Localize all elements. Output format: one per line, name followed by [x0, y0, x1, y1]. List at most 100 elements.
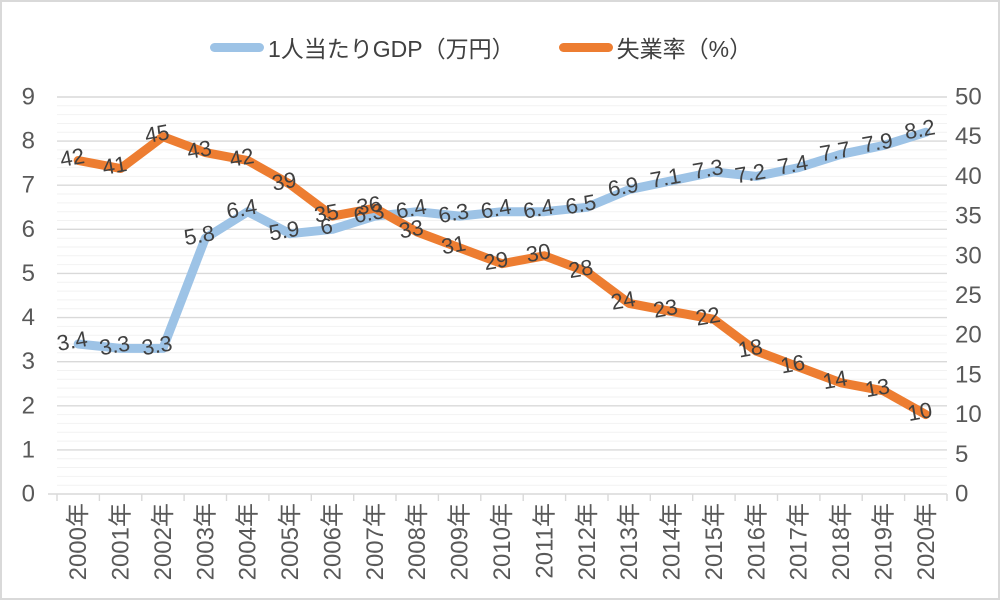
gdp-data-label: 3.3 [97, 330, 131, 360]
right-axis-tick-label: 35 [955, 203, 982, 230]
gdp-data-label: 6.4 [224, 194, 258, 224]
x-axis-tick-label: 2000年 [65, 503, 92, 580]
left-axis-tick-label: 0 [22, 481, 35, 508]
x-axis-tick-label: 2008年 [404, 503, 431, 580]
major-gridlines [57, 96, 947, 451]
left-axis-tick-label: 8 [22, 128, 35, 155]
unemployment-data-label: 14 [821, 365, 849, 394]
gdp-data-label: 7.4 [775, 150, 809, 180]
unemployment-data-label: 39 [270, 167, 298, 196]
gdp-data-label: 6 [318, 213, 334, 240]
left-axis-tick-label: 7 [22, 172, 35, 199]
gdp-data-label: 7.3 [691, 154, 725, 184]
gdp-data-label: 8.2 [903, 114, 937, 144]
x-axis-tick-label: 2014年 [659, 503, 686, 580]
right-axis-tick-label: 20 [955, 322, 982, 349]
unemployment-data-label: 24 [609, 286, 637, 315]
unemployment-data-label: 43 [185, 135, 213, 164]
unemployment-data-label: 35 [312, 199, 340, 228]
left-axis-labels: 0 1 2 3 4 5 6 7 8 9 [22, 84, 35, 508]
right-axis-tick-label: 0 [955, 481, 968, 508]
left-axis-tick-label: 1 [22, 436, 35, 463]
gdp-data-label: 3.3 [140, 330, 174, 360]
left-axis-tick-label: 2 [22, 392, 35, 419]
series-line-unemployment [73, 132, 931, 420]
unemployment-data-label: 30 [524, 238, 552, 267]
gdp-series-label: 1人当たりGDP（万円） [268, 36, 515, 62]
x-axis-tick-label: 2003年 [192, 503, 219, 580]
x-axis-tick-label: 2004年 [235, 503, 262, 580]
x-axis-tick-label: 2019年 [870, 503, 897, 580]
data-labels: 3.4 3.3 3.3 5.8 6.4 5.9 6 6.3 6.4 6.3 6.4 6.4 6.5 6.9… [55, 114, 937, 426]
gdp-data-label: 7.7 [818, 136, 852, 166]
right-axis-tick-label: 15 [955, 361, 982, 388]
x-axis-labels: 2000年 2001年 2002年 2003年 2004年 2005年 2006年 2007年… [65, 503, 940, 580]
gdp-data-label: 7.9 [860, 128, 894, 158]
x-axis-tick-label: 2011年 [531, 503, 558, 579]
unemployment-data-label: 29 [482, 246, 510, 275]
x-axis-tick-label: 2006年 [320, 503, 347, 580]
x-axis-tick-label: 2010年 [489, 503, 516, 580]
unemployment-data-label: 23 [651, 294, 679, 323]
unemployment-data-label: 36 [355, 191, 383, 220]
right-axis-tick-label: 10 [955, 401, 982, 428]
unemployment-data-label: 22 [694, 302, 722, 331]
right-axis-tick-label: 25 [955, 282, 982, 309]
x-axis-tick-label: 2017年 [786, 503, 813, 580]
legend-item-unemployment: 失業率（%） [558, 30, 752, 64]
gdp-data-label: 7.1 [648, 163, 682, 193]
x-axis [48, 493, 948, 501]
x-axis-tick-label: 2001年 [108, 503, 135, 580]
gdp-data-label: 6.4 [479, 194, 513, 224]
gdp-data-label: 6.9 [606, 172, 640, 202]
right-axis-tick-label: 5 [955, 441, 968, 468]
x-axis-tick-label: 2002年 [150, 503, 177, 580]
gdp-data-label: 6.3 [352, 198, 386, 228]
gdp-data-label: 6.4 [394, 194, 428, 224]
x-axis-tick-label: 2018年 [828, 503, 855, 580]
unemployment-data-label: 45 [143, 119, 171, 148]
unemployment-data-label: 13 [863, 373, 891, 402]
gdp-data-label: 5.9 [267, 216, 301, 246]
gdp-data-label: 6.3 [436, 198, 470, 228]
legend-item-gdp: 1人当たりGDP（万円） [210, 30, 515, 64]
x-axis-tick-label: 2012年 [574, 503, 601, 580]
unemployment-data-label: 42 [58, 143, 86, 172]
gdp-series-swatch [210, 42, 264, 52]
unemployment-data-label: 18 [736, 334, 764, 363]
minor-gridlines [57, 105, 947, 486]
unemployment-data-label: 31 [439, 230, 467, 259]
left-axis-tick-label: 9 [22, 84, 35, 111]
unemployment-data-label: 41 [100, 151, 128, 180]
x-axis-tick-label: 2020年 [913, 503, 940, 580]
right-axis-labels: 0 5 10 15 20 25 30 35 40 45 50 [955, 84, 982, 508]
series-lines [73, 127, 931, 420]
gdp-data-label: 3.4 [55, 326, 89, 356]
x-axis-tick-label: 2015年 [701, 503, 728, 580]
x-axis-tick-label: 2005年 [277, 503, 304, 580]
x-axis-tick-label: 2009年 [447, 503, 474, 580]
left-axis-tick-label: 6 [22, 216, 35, 243]
unemployment-data-label: 42 [227, 143, 255, 172]
gdp-data-label: 6.4 [521, 194, 555, 224]
right-axis-tick-label: 40 [955, 163, 982, 190]
right-axis-tick-label: 30 [955, 242, 982, 269]
x-axis-tick-label: 2013年 [616, 503, 643, 580]
left-axis-tick-label: 3 [22, 348, 35, 375]
unemployment-data-label: 33 [397, 215, 425, 244]
x-axis-tick-label: 2007年 [362, 503, 389, 580]
unemployment-data-label: 28 [567, 254, 595, 283]
right-axis-tick-label: 50 [955, 84, 982, 111]
x-axis-tick-label: 2016年 [743, 503, 770, 580]
unemployment-series-swatch [558, 42, 613, 52]
gdp-data-label: 7.2 [733, 158, 767, 188]
legend: 1人当たりGDP（万円） 失業率（%） [210, 30, 752, 64]
left-axis-tick-label: 5 [22, 260, 35, 287]
right-axis-tick-label: 45 [955, 123, 982, 150]
unemployment-data-label: 16 [778, 350, 806, 379]
gdp-data-label: 6.5 [564, 189, 598, 219]
unemployment-data-label: 10 [906, 397, 934, 426]
left-axis-tick-label: 4 [22, 304, 35, 331]
